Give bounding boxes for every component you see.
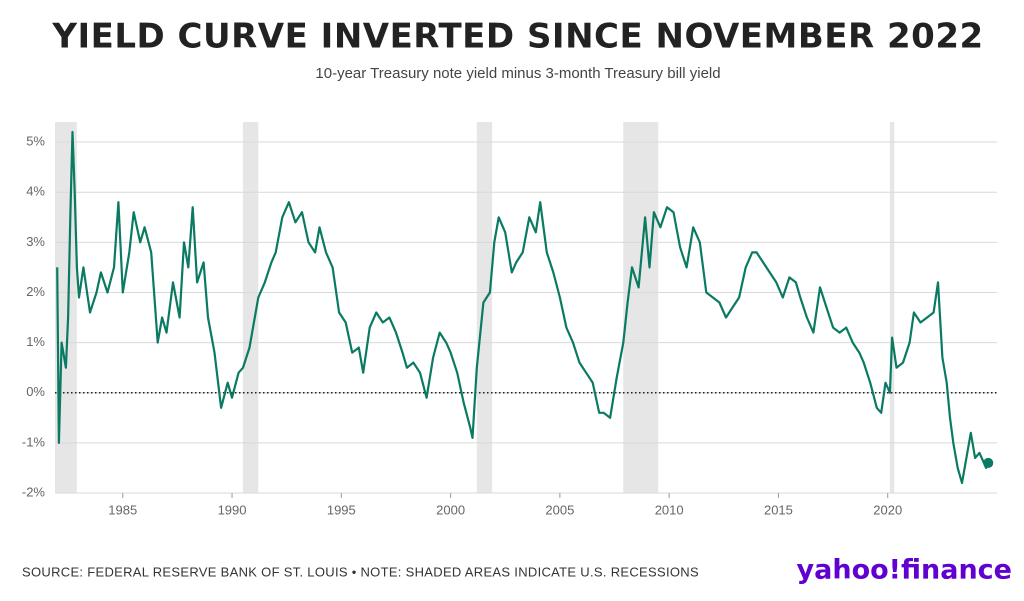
y-tick-label: 3% [26, 234, 45, 249]
y-tick-label: 5% [26, 133, 45, 148]
recession-band [476, 122, 493, 493]
y-tick-label: 2% [26, 284, 45, 299]
x-tick-label: 2020 [873, 502, 902, 517]
y-tick-label: -2% [22, 484, 46, 499]
x-tick-label: 2010 [655, 502, 684, 517]
recession-band [242, 122, 259, 493]
x-tick-label: 2000 [436, 502, 465, 517]
y-tick-label: 0% [26, 384, 45, 399]
logo: yahoo!finance [797, 555, 1012, 586]
x-tick-label: 1990 [218, 502, 247, 517]
series-line [56, 130, 990, 485]
y-tick-label: 4% [26, 184, 45, 199]
recession-band [623, 122, 659, 493]
x-tick-label: 2015 [764, 502, 793, 517]
chart-subtitle: 10-year Treasury note yield minus 3-mont… [315, 65, 720, 82]
end-point [983, 457, 994, 468]
x-tick-label: 1995 [327, 502, 356, 517]
chart-title: YIELD CURVE INVERTED SINCE NOVEMBER 2022 [51, 17, 983, 57]
source-note: SOURCE: FEDERAL RESERVE BANK OF ST. LOUI… [22, 564, 699, 579]
y-tick-label: 1% [26, 334, 45, 349]
recession-band [889, 122, 895, 493]
y-tick-label: -1% [22, 434, 46, 449]
x-tick-label: 2005 [545, 502, 574, 517]
x-tick-label: 1985 [108, 502, 137, 517]
